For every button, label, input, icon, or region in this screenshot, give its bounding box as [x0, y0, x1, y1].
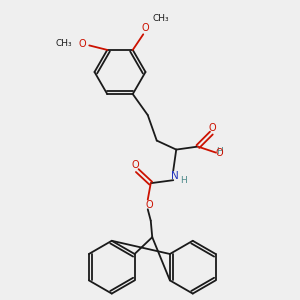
- Text: H: H: [216, 147, 223, 156]
- Text: N: N: [171, 171, 178, 181]
- Text: O: O: [215, 148, 223, 158]
- Text: CH₃: CH₃: [56, 39, 72, 48]
- Text: O: O: [142, 23, 149, 33]
- Text: O: O: [146, 200, 153, 210]
- Text: CH₃: CH₃: [153, 14, 169, 23]
- Text: H: H: [180, 176, 187, 185]
- Text: O: O: [209, 123, 216, 133]
- Text: O: O: [79, 39, 86, 49]
- Text: O: O: [131, 160, 139, 170]
